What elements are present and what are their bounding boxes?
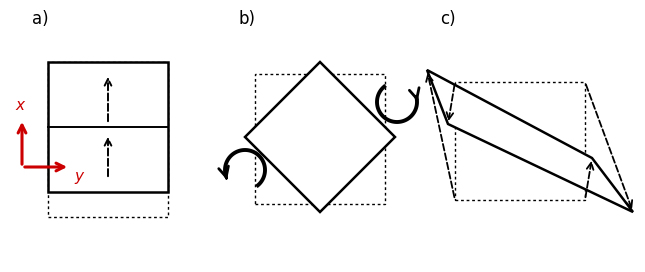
- Bar: [48, 62, 168, 217]
- Bar: [255, 74, 385, 204]
- Text: y: y: [74, 169, 83, 184]
- Text: b): b): [238, 10, 255, 28]
- Polygon shape: [427, 70, 633, 212]
- Text: a): a): [32, 10, 48, 28]
- Bar: [48, 62, 168, 192]
- Bar: [455, 82, 585, 200]
- Text: c): c): [440, 10, 455, 28]
- Text: x: x: [15, 98, 25, 113]
- Polygon shape: [245, 62, 395, 212]
